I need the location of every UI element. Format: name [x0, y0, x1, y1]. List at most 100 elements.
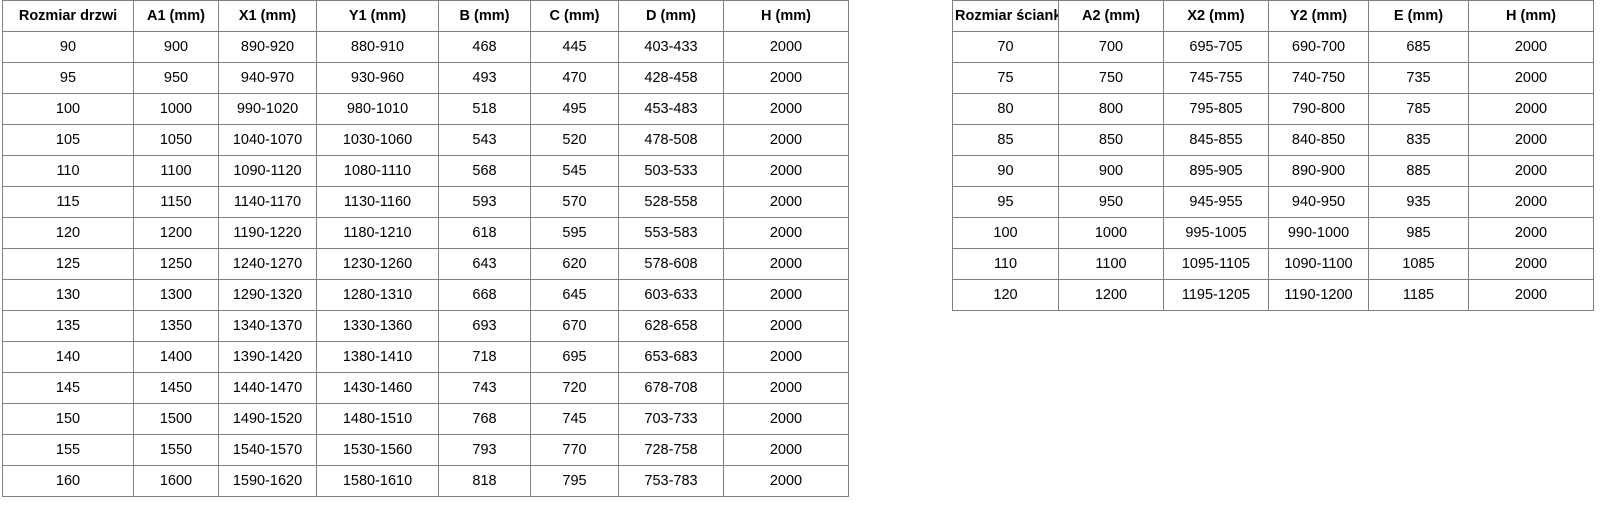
table-cell: 2000: [1468, 186, 1594, 218]
table-cell: 125: [2, 248, 134, 280]
table-cell: 1200: [1058, 279, 1164, 311]
door-table-header: Rozmiar drzwi A1 (mm) X1 (mm) Y1 (mm) B …: [2, 0, 849, 32]
table-cell: 895-905: [1163, 155, 1269, 187]
table-cell: 880-910: [316, 31, 439, 63]
table-cell: 1040-1070: [218, 124, 317, 156]
column-header-y1: Y1 (mm): [316, 0, 439, 32]
table-cell: 795-805: [1163, 93, 1269, 125]
table-cell: 890-900: [1268, 155, 1369, 187]
column-header-x1: X1 (mm): [218, 0, 317, 32]
table-cell: 700: [1058, 31, 1164, 63]
table-cell: 570: [530, 186, 619, 218]
table-cell: 2000: [1468, 31, 1594, 63]
table-cell: 1190-1200: [1268, 279, 1369, 311]
column-header-a1: A1 (mm): [133, 0, 219, 32]
table-cell: 785: [1368, 93, 1469, 125]
table-cell: 1140-1170: [218, 186, 317, 218]
table-cell: 753-783: [618, 465, 724, 497]
table-row: 140 1400 1390-1420 1380-1410 718 695 653-683 20…: [2, 341, 849, 373]
table-cell: 130: [2, 279, 134, 311]
table-row: 150 1500 1490-1520 1480-1510 768 745 703-733 20…: [2, 403, 849, 435]
table-cell: 940-950: [1268, 186, 1369, 218]
table-cell: 980-1010: [316, 93, 439, 125]
table-cell: 728-758: [618, 434, 724, 466]
table-cell: 718: [438, 341, 531, 373]
table-cell: 1195-1205: [1163, 279, 1269, 311]
column-header-d: D (mm): [618, 0, 724, 32]
table-cell: 70: [952, 31, 1059, 63]
table-cell: 1095-1105: [1163, 248, 1269, 280]
table-cell: 80: [952, 93, 1059, 125]
table-row: 135 1350 1340-1370 1330-1360 693 670 628-658 20…: [2, 310, 849, 342]
table-cell: 1350: [133, 310, 219, 342]
table-cell: 1200: [133, 217, 219, 249]
table-header-row: Rozmiar drzwi A1 (mm) X1 (mm) Y1 (mm) B …: [2, 0, 849, 32]
table-cell: 445: [530, 31, 619, 63]
table-cell: 2000: [1468, 155, 1594, 187]
table-cell: 850: [1058, 124, 1164, 156]
table-cell: 553-583: [618, 217, 724, 249]
table-cell: 750: [1058, 62, 1164, 94]
table-cell: 1090-1100: [1268, 248, 1369, 280]
table-cell: 110: [952, 248, 1059, 280]
table-cell: 2000: [723, 403, 849, 435]
table-row: 90 900 895-905 890-900 885 2000: [952, 155, 1594, 187]
table-cell: 693: [438, 310, 531, 342]
table-cell: 503-533: [618, 155, 724, 187]
table-cell: 593: [438, 186, 531, 218]
table-cell: 145: [2, 372, 134, 404]
table-cell: 945-955: [1163, 186, 1269, 218]
table-cell: 818: [438, 465, 531, 497]
table-cell: 1000: [1058, 217, 1164, 249]
table-cell: 1230-1260: [316, 248, 439, 280]
table-cell: 1150: [133, 186, 219, 218]
table-cell: 890-920: [218, 31, 317, 63]
table-cell: 840-850: [1268, 124, 1369, 156]
table-cell: 668: [438, 279, 531, 311]
table-cell: 990-1020: [218, 93, 317, 125]
table-cell: 900: [1058, 155, 1164, 187]
table-cell: 453-483: [618, 93, 724, 125]
table-cell: 618: [438, 217, 531, 249]
table-cell: 995-1005: [1163, 217, 1269, 249]
table-cell: 770: [530, 434, 619, 466]
table-row: 145 1450 1440-1470 1430-1460 743 720 678-708 20…: [2, 372, 849, 404]
table-cell: 2000: [723, 341, 849, 373]
table-cell: 100: [952, 217, 1059, 249]
table-cell: 1400: [133, 341, 219, 373]
table-row: 110 1100 1090-1120 1080-1110 568 545 503-533 20…: [2, 155, 849, 187]
table-cell: 645: [530, 279, 619, 311]
table-cell: 2000: [1468, 217, 1594, 249]
table-row: 130 1300 1290-1320 1280-1310 668 645 603-633 20…: [2, 279, 849, 311]
table-row: 115 1150 1140-1170 1130-1160 593 570 528-558 20…: [2, 186, 849, 218]
table-cell: 1490-1520: [218, 403, 317, 435]
table-cell: 520: [530, 124, 619, 156]
column-header-x2: X2 (mm): [1163, 0, 1269, 32]
table-cell: 620: [530, 248, 619, 280]
table-cell: 1530-1560: [316, 434, 439, 466]
table-row: 85 850 845-855 840-850 835 2000: [952, 124, 1594, 156]
table-row: 80 800 795-805 790-800 785 2000: [952, 93, 1594, 125]
table-cell: 120: [952, 279, 1059, 311]
table-cell: 930-960: [316, 62, 439, 94]
table-cell: 95: [952, 186, 1059, 218]
table-cell: 985: [1368, 217, 1469, 249]
table-cell: 493: [438, 62, 531, 94]
table-cell: 2000: [723, 93, 849, 125]
table-cell: 950: [1058, 186, 1164, 218]
table-row: 95 950 945-955 940-950 935 2000: [952, 186, 1594, 218]
column-header-h: H (mm): [723, 0, 849, 32]
door-table-body: 90 900 890-920 880-910 468 445 403-433 2000 95 95…: [2, 31, 849, 497]
table-cell: 790-800: [1268, 93, 1369, 125]
table-cell: 90: [952, 155, 1059, 187]
table-cell: 2000: [1468, 93, 1594, 125]
table-row: 120 1200 1190-1220 1180-1210 618 595 553-583 20…: [2, 217, 849, 249]
table-cell: 1300: [133, 279, 219, 311]
table-cell: 528-558: [618, 186, 724, 218]
table-cell: 105: [2, 124, 134, 156]
table-cell: 95: [2, 62, 134, 94]
table-cell: 2000: [723, 155, 849, 187]
table-cell: 595: [530, 217, 619, 249]
table-row: 95 950 940-970 930-960 493 470 428-458 2000: [2, 62, 849, 94]
table-cell: 468: [438, 31, 531, 63]
